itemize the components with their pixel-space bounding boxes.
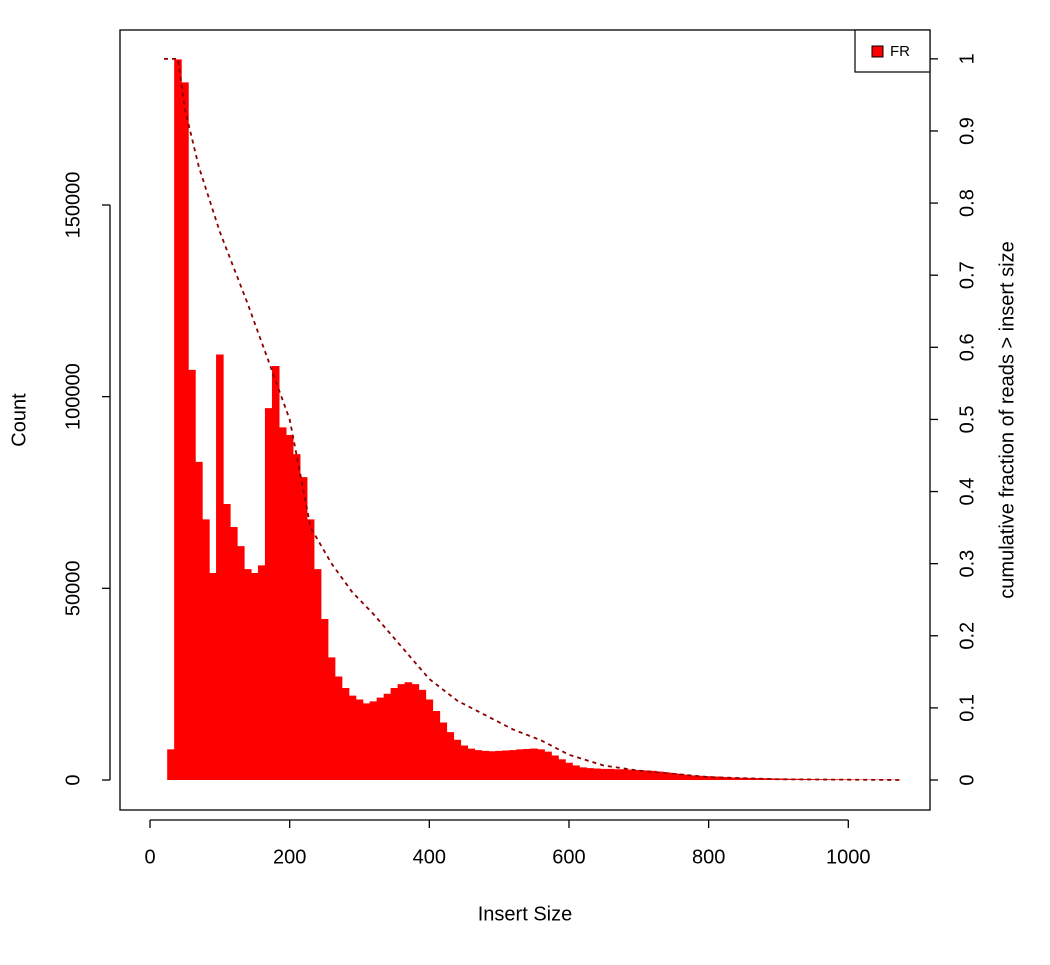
x-tick-label: 400 (413, 846, 446, 868)
x-tick-label: 800 (692, 846, 725, 868)
y2-tick-label: 0.5 (956, 406, 978, 434)
y-tick-label: 150000 (62, 172, 84, 239)
legend-box (854, 29, 931, 73)
y-axis-title: Count (8, 393, 30, 447)
y2-tick-label: 0.7 (956, 261, 978, 289)
y2-axis-title: cumulative fraction of reads > insert si… (996, 241, 1018, 598)
y2-tick-label: 0.6 (956, 333, 978, 361)
y-tick-label: 50000 (62, 561, 84, 617)
y2-tick-label: 0.3 (956, 550, 978, 578)
y2-tick-label: 1 (956, 53, 978, 64)
y2-tick-label: 0.1 (956, 694, 978, 722)
y2-tick-label: 0.4 (956, 478, 978, 506)
y-tick-label: 100000 (62, 363, 84, 430)
x-tick-label: 200 (273, 846, 306, 868)
x-tick-label: 0 (144, 846, 155, 868)
y2-tick-label: 0 (956, 774, 978, 785)
y-tick-label: 0 (62, 774, 84, 785)
x-axis-title: Insert Size (478, 903, 572, 925)
cumulative-line (163, 57, 901, 781)
y2-tick-label: 0.9 (956, 117, 978, 145)
y2-tick-label: 0.2 (956, 622, 978, 650)
x-tick-label: 600 (552, 846, 585, 868)
x-tick-label: 1000 (826, 846, 871, 868)
legend-label: FR (890, 43, 910, 60)
y2-tick-label: 0.8 (956, 189, 978, 217)
legend-swatch (871, 45, 884, 58)
